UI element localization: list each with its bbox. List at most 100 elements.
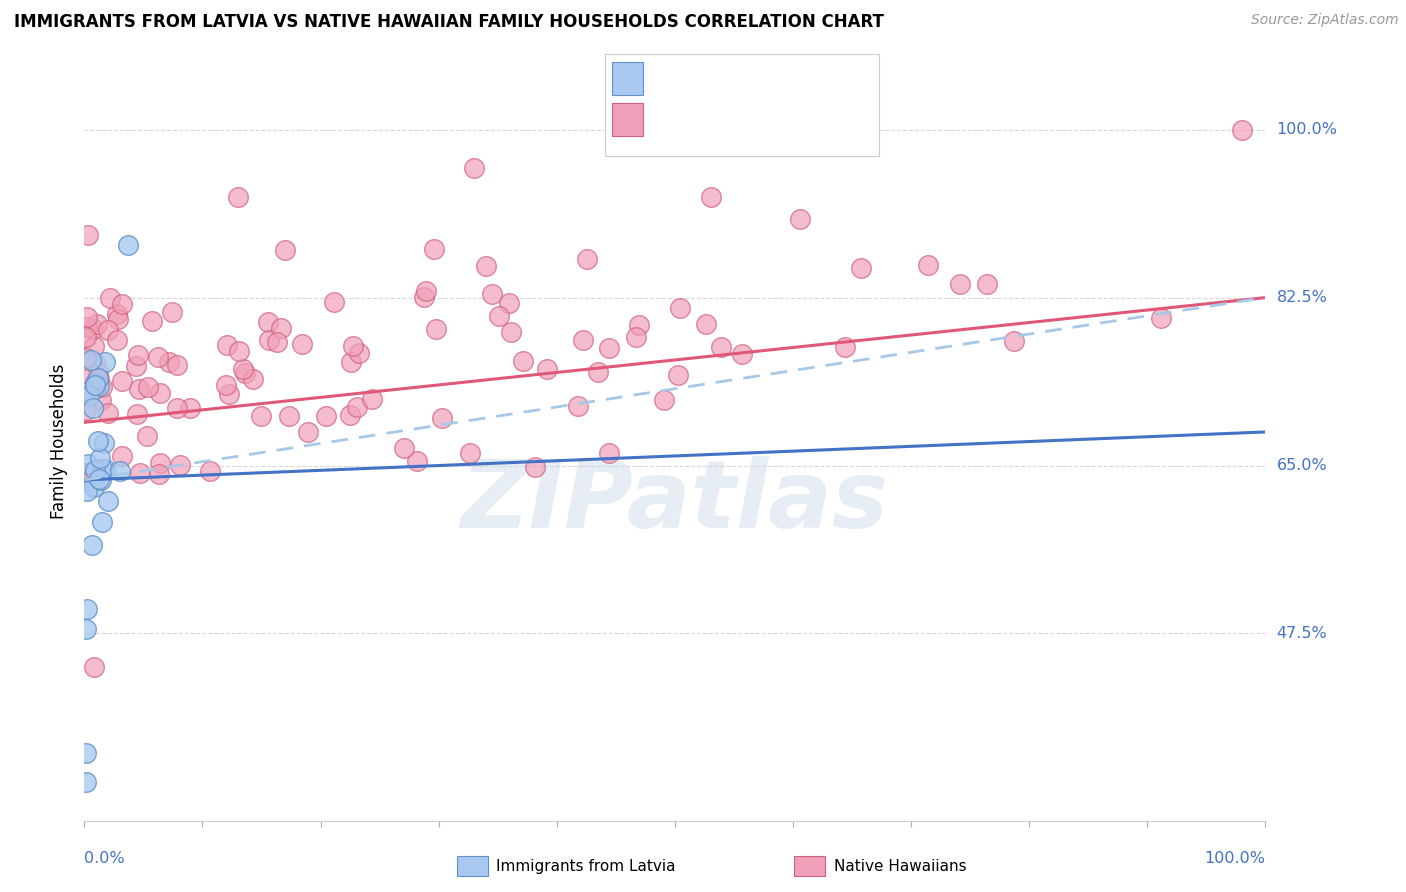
Point: [228, 343, 250, 358]
Point: [82, 401, 104, 415]
Point: [976, 277, 998, 291]
Point: [89, 472, 111, 486]
Text: 65.0%: 65.0%: [1277, 458, 1327, 473]
Point: [83, 480, 105, 494]
Point: [91, 515, 114, 529]
Point: [226, 190, 249, 204]
Point: [135, 429, 157, 443]
Point: [346, 400, 368, 414]
Point: [148, 467, 170, 481]
Text: R = 0.043   N = 29: R = 0.043 N = 29: [654, 69, 824, 87]
Text: R = 0.309   N = 114: R = 0.309 N = 114: [654, 110, 835, 128]
Point: [834, 340, 856, 354]
Point: [84, 376, 107, 390]
Text: 82.5%: 82.5%: [1277, 290, 1327, 305]
Point: [75, 747, 97, 761]
Point: [481, 286, 503, 301]
Point: [82, 321, 104, 335]
Point: [105, 333, 128, 347]
Text: Source: ZipAtlas.com: Source: ZipAtlas.com: [1251, 13, 1399, 28]
Point: [512, 353, 534, 368]
Point: [413, 289, 436, 303]
Point: [75, 372, 97, 386]
Point: [97, 406, 120, 420]
Point: [83, 339, 105, 353]
Point: [232, 361, 254, 376]
Point: [392, 441, 415, 455]
Point: [148, 385, 170, 400]
Point: [89, 450, 111, 465]
Point: [76, 475, 98, 489]
Point: [146, 350, 169, 364]
Point: [111, 449, 134, 463]
Point: [90, 473, 112, 487]
Point: [111, 297, 134, 311]
Point: [87, 379, 110, 393]
Point: [586, 365, 609, 379]
Point: [87, 434, 110, 448]
Point: [75, 622, 97, 636]
Point: [93, 462, 115, 476]
Point: [242, 371, 264, 385]
Point: [149, 456, 172, 470]
Point: [75, 775, 97, 789]
Point: [141, 313, 163, 327]
Point: [257, 333, 280, 347]
Point: [322, 295, 344, 310]
Point: [179, 401, 201, 416]
Point: [83, 660, 105, 674]
Point: [523, 459, 546, 474]
Text: IMMIGRANTS FROM LATVIA VS NATIVE HAWAIIAN FAMILY HOUSEHOLDS CORRELATION CHART: IMMIGRANTS FROM LATVIA VS NATIVE HAWAIIA…: [14, 13, 884, 31]
Point: [125, 359, 148, 373]
Point: [475, 259, 498, 273]
Point: [76, 385, 98, 400]
Point: [567, 400, 589, 414]
Point: [669, 301, 692, 315]
Point: [695, 317, 717, 331]
Y-axis label: Family Households: Family Households: [51, 364, 69, 519]
Point: [83, 355, 105, 369]
Point: [257, 315, 280, 329]
Point: [233, 366, 256, 380]
Point: [598, 341, 620, 355]
Point: [76, 228, 98, 243]
Point: [97, 494, 120, 508]
Point: [117, 237, 139, 252]
Point: [91, 462, 114, 476]
Text: ZIPatlas: ZIPatlas: [461, 456, 889, 549]
Point: [700, 190, 723, 204]
Point: [270, 321, 292, 335]
Point: [340, 355, 363, 369]
Point: [342, 339, 364, 353]
Point: [84, 380, 107, 394]
Text: 100.0%: 100.0%: [1205, 851, 1265, 866]
Point: [77, 389, 100, 403]
Point: [291, 337, 314, 351]
Point: [127, 348, 149, 362]
Point: [215, 338, 238, 352]
Point: [849, 260, 872, 275]
Point: [315, 409, 337, 424]
Point: [83, 377, 105, 392]
Point: [111, 374, 134, 388]
Point: [278, 409, 301, 423]
Point: [97, 322, 120, 336]
Point: [274, 243, 297, 257]
Point: [90, 380, 112, 394]
Point: [80, 353, 103, 368]
Point: [624, 330, 647, 344]
Point: [82, 538, 104, 552]
Point: [731, 347, 754, 361]
Point: [627, 318, 650, 332]
Point: [250, 409, 273, 424]
Point: [86, 317, 108, 331]
Point: [98, 291, 121, 305]
Point: [94, 354, 117, 368]
Point: [710, 340, 733, 354]
Point: [90, 393, 112, 408]
Point: [266, 335, 288, 350]
Point: [128, 383, 150, 397]
Point: [84, 463, 107, 477]
Point: [498, 296, 520, 310]
Point: [218, 386, 240, 401]
